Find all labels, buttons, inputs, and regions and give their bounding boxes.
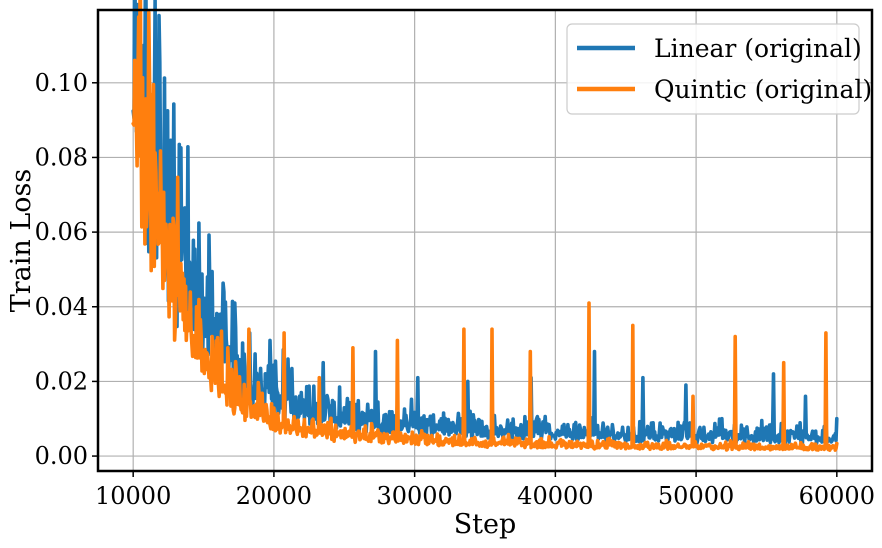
y-tick-label: 0.10 [35,69,88,97]
plot-frame [96,8,874,473]
x-tick-label: 20000 [236,482,312,510]
legend-box [566,23,860,115]
x-tick-label: 10000 [95,482,171,510]
series-line-quintic [131,0,839,452]
series-layer [131,0,839,452]
x-tick-label: 50000 [658,482,734,510]
legend: Linear (original) Quintic (original) [566,23,872,115]
x-tick-label: 60000 [799,482,875,510]
y-tick-label: 0.06 [35,218,88,246]
legend-label: Quintic (original) [654,75,872,104]
x-axis-title: Step [454,509,517,540]
y-axis-title: Train Loss [6,169,37,313]
y-tick-label: 0.04 [35,293,88,321]
y-axis: 0.00 0.02 0.04 0.06 0.08 0.10 [35,69,98,470]
x-tick-label: 30000 [376,482,452,510]
x-tick-label: 40000 [517,482,593,510]
y-tick-label: 0.00 [35,442,88,470]
y-tick-label: 0.02 [35,367,88,395]
x-axis: 10000 20000 30000 40000 50000 60000 [95,471,875,510]
legend-label: Linear (original) [654,34,862,63]
y-tick-label: 0.08 [35,143,88,171]
